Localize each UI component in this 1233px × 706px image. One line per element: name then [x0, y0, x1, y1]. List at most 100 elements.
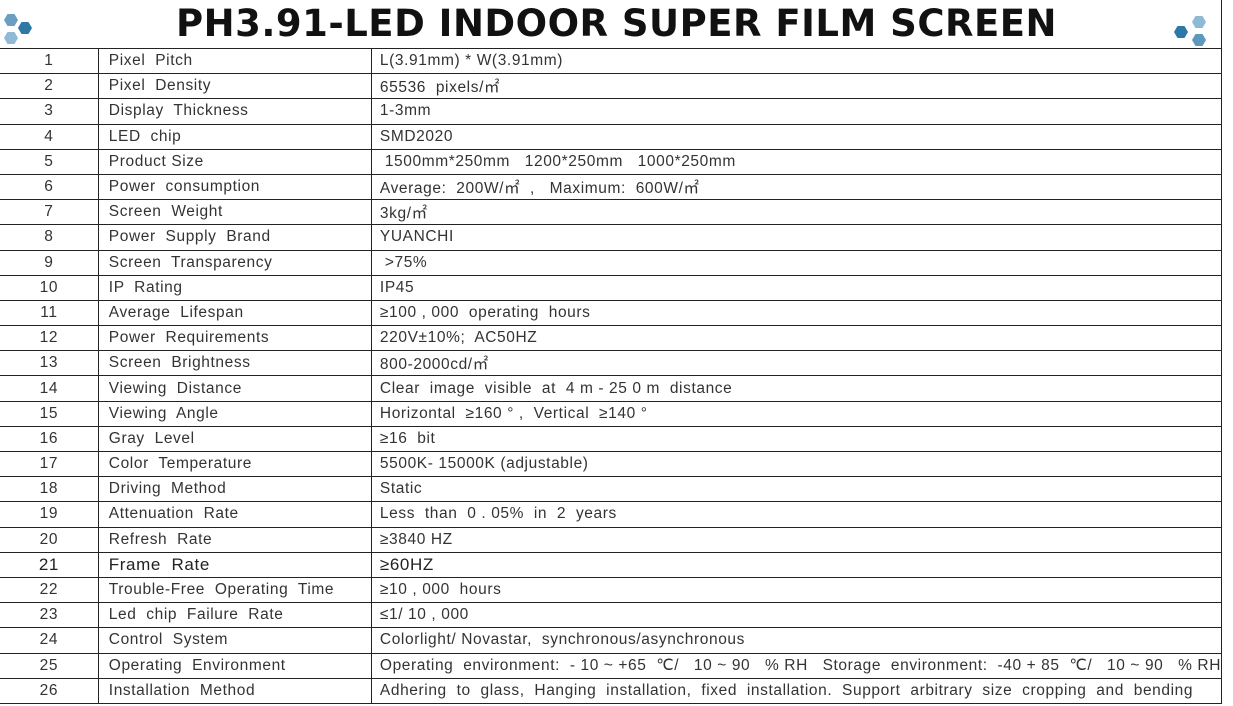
table-row: 18 Driving Method Static [0, 476, 1223, 503]
row-number: 21 [0, 551, 99, 578]
spec-value: Average: 200W/㎡ , Maximum: 600W/㎡ [370, 173, 1223, 201]
frame-border [1221, 0, 1222, 48]
spec-name: Installation Method [97, 677, 372, 704]
table-row: 25 Operating Environment Operating environ… [0, 652, 1223, 679]
spec-name: Attenuation Rate [97, 501, 372, 528]
table-row: 10 IP Rating IP45 [0, 274, 1223, 301]
spec-value: 1-3mm [370, 98, 1223, 125]
row-number: 10 [0, 274, 99, 301]
spec-name: Pixel Density [97, 73, 372, 100]
table-row: 21 Frame Rate ≥60HZ [0, 551, 1223, 578]
table-row: 23 Led chip Failure Rate ≤1/ 10 , 000 [0, 602, 1223, 629]
hexagon-logo-right [1172, 14, 1212, 48]
spec-name: Power consumption [97, 173, 372, 201]
row-number: 19 [0, 501, 99, 528]
table-row: 12 Power Requirements 220V±10%; AC50HZ [0, 325, 1223, 352]
spec-name: Viewing Distance [97, 375, 372, 402]
spec-value: 65536 pixels/㎡ [370, 73, 1223, 100]
row-number: 7 [0, 199, 99, 226]
table-row: 14 Viewing Distance Clear image visible at… [0, 375, 1223, 402]
spec-value: Operating environment: - 10 ~ +65 ℃/ 10 … [370, 652, 1223, 679]
table-row: 6 Power consumption Average: 200W/㎡ , Maxi… [0, 173, 1223, 201]
table-row: 9 Screen Transparency >75% [0, 249, 1223, 276]
page-title: PH3.91-LED INDOOR SUPER FILM SCREEN [176, 2, 1057, 45]
spec-name: Frame Rate [97, 551, 372, 578]
hexagon-logo-left [0, 14, 40, 48]
row-number: 26 [0, 677, 99, 704]
table-row: 7 Screen Weight 3kg/㎡ [0, 199, 1223, 226]
row-number: 4 [0, 123, 99, 150]
row-number: 14 [0, 375, 99, 402]
row-number: 13 [0, 350, 99, 377]
spec-name: Product Size [97, 148, 372, 175]
table-row: 11 Average Lifespan ≥100 , 000 operating h… [0, 299, 1223, 327]
row-number: 12 [0, 325, 99, 352]
spec-name: IP Rating [97, 274, 372, 301]
table-row: 4 LED chip SMD2020 [0, 123, 1223, 150]
row-number: 16 [0, 425, 99, 453]
spec-value: ≥3840 HZ [370, 526, 1223, 553]
spec-name: Driving Method [97, 476, 372, 503]
spec-name: Led chip Failure Rate [97, 602, 372, 629]
spec-name: Color Temperature [97, 450, 372, 478]
table-row: 3 Display Thickness 1-3mm [0, 98, 1223, 125]
row-number: 24 [0, 627, 99, 654]
spec-name: Control System [97, 627, 372, 654]
spec-value: Colorlight/ Novastar, synchronous/asynch… [370, 627, 1223, 654]
spec-value: YUANCHI [370, 224, 1223, 251]
table-row: 24 Control System Colorlight/ Novastar, sy… [0, 627, 1223, 654]
spec-name: Screen Transparency [97, 249, 372, 276]
spec-value: ≥100 , 000 operating hours [370, 299, 1223, 327]
spec-value: ≥60HZ [370, 551, 1223, 578]
row-number: 8 [0, 224, 99, 251]
spec-name: Power Supply Brand [97, 224, 372, 251]
table-row: 17 Color Temperature 5500K- 15000K (adjust… [0, 450, 1223, 478]
spec-name: LED chip [97, 123, 372, 150]
spec-value: IP45 [370, 274, 1223, 301]
spec-value: ≥10 , 000 hours [370, 576, 1223, 604]
spec-value: L(3.91mm) * W(3.91mm) [370, 47, 1223, 75]
spec-table: 1 Pixel Pitch L(3.91mm) * W(3.91mm) 2 Pixel … [0, 47, 1223, 704]
table-row: 20 Refresh Rate ≥3840 HZ [0, 526, 1223, 553]
spec-value: SMD2020 [370, 123, 1223, 150]
spec-value: ≤1/ 10 , 000 [370, 602, 1223, 629]
spec-name: Screen Weight [97, 199, 372, 226]
spec-value: 800-2000cd/㎡ [370, 350, 1223, 377]
row-number: 20 [0, 526, 99, 553]
table-row: 26 Installation Method Adhering to glass, … [0, 677, 1223, 704]
spec-name: Pixel Pitch [97, 47, 372, 75]
spec-value: 3kg/㎡ [370, 199, 1223, 226]
table-row: 15 Viewing Angle Horizontal ≥160 ° , Verti… [0, 400, 1223, 427]
row-number: 11 [0, 299, 99, 327]
row-number: 18 [0, 476, 99, 503]
table-row: 22 Trouble-Free Operating Time ≥10 , 000 h… [0, 576, 1223, 604]
table-row: 2 Pixel Density 65536 pixels/㎡ [0, 73, 1223, 100]
spec-value: Horizontal ≥160 ° , Vertical ≥140 ° [370, 400, 1223, 427]
spec-name: Operating Environment [97, 652, 372, 679]
spec-value: 220V±10%; AC50HZ [370, 325, 1223, 352]
row-number: 1 [0, 47, 99, 75]
row-number: 6 [0, 173, 99, 201]
spec-name: Display Thickness [97, 98, 372, 125]
table-row: 5 Product Size 1500mm*250mm 1200*250mm 10… [0, 148, 1223, 175]
table-row: 1 Pixel Pitch L(3.91mm) * W(3.91mm) [0, 47, 1223, 75]
spec-value: Less than 0 . 05% in 2 years [370, 501, 1223, 528]
spec-name: Trouble-Free Operating Time [97, 576, 372, 604]
row-number: 22 [0, 576, 99, 604]
spec-name: Refresh Rate [97, 526, 372, 553]
row-number: 17 [0, 450, 99, 478]
table-row: 16 Gray Level ≥16 bit [0, 425, 1223, 453]
row-number: 9 [0, 249, 99, 276]
row-number: 3 [0, 98, 99, 125]
row-number: 25 [0, 652, 99, 679]
row-number: 23 [0, 602, 99, 629]
spec-name: Gray Level [97, 425, 372, 453]
row-number: 5 [0, 148, 99, 175]
spec-name: Power Requirements [97, 325, 372, 352]
table-row: 19 Attenuation Rate Less than 0 . 05% in 2… [0, 501, 1223, 528]
spec-value: Adhering to glass, Hanging installation,… [370, 677, 1223, 704]
spec-value: 1500mm*250mm 1200*250mm 1000*250mm [370, 148, 1223, 175]
spec-value: >75% [370, 249, 1223, 276]
spec-name: Average Lifespan [97, 299, 372, 327]
spec-value: ≥16 bit [370, 425, 1223, 453]
